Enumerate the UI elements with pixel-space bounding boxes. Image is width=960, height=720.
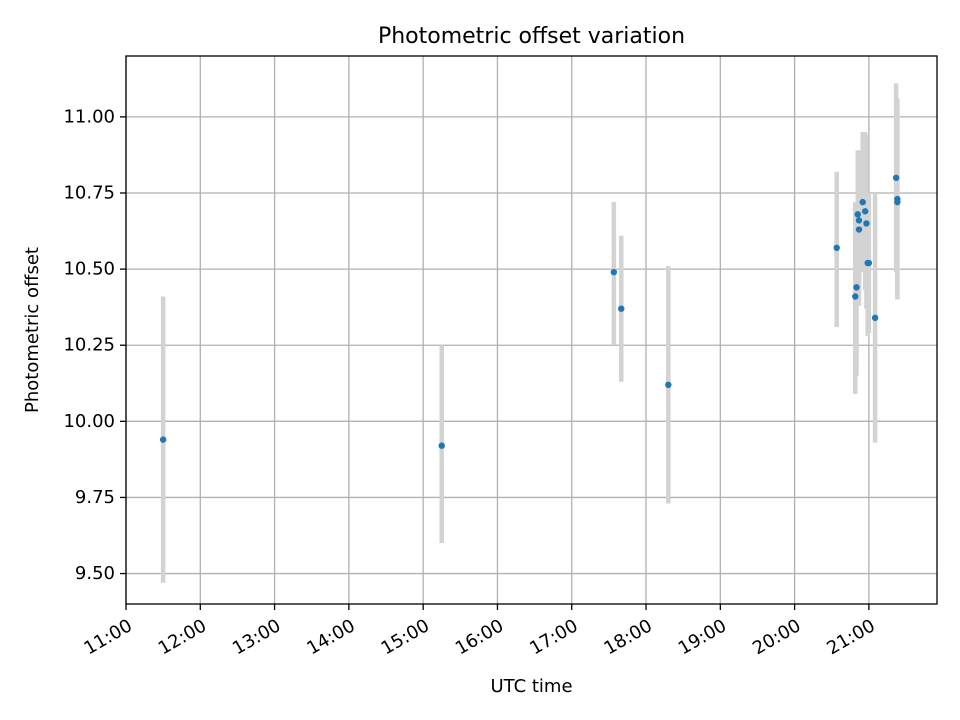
plot-frame [125,55,938,605]
data-point [854,211,861,218]
y-tick-label: 10.50 [63,259,115,280]
data-point [871,314,879,322]
data-point [859,198,866,206]
y-tick-label: 11.00 [63,106,115,127]
y-tick-label: 10.00 [63,411,115,432]
y-tick-label: 9.50 [75,563,115,584]
y-tick-label: 9.75 [75,487,115,508]
data-point [892,174,900,181]
chart-title: Photometric offset variation [378,24,685,49]
data-point [833,244,840,251]
grid [125,56,937,604]
data-point [855,217,863,224]
y-tick-label: 10.75 [63,183,115,204]
x-axis-label: UTC time [490,676,572,697]
data-point [618,305,625,312]
y-tick-label: 10.25 [63,335,115,356]
data-points [159,174,901,449]
data-point [159,436,167,443]
data-point [610,268,618,276]
data-point [894,198,901,206]
data-point [438,442,445,449]
y-axis-label: Photometric offset [22,247,43,413]
data-point [852,293,859,300]
data-point [861,208,869,215]
data-point [853,284,860,291]
data-point [863,220,870,227]
data-point [865,259,873,267]
data-point [855,226,863,233]
y-axis-ticks: 9.50 9.75 10.00 10.25 10.50 10.75 11.00 [63,106,126,584]
data-point [665,381,672,388]
